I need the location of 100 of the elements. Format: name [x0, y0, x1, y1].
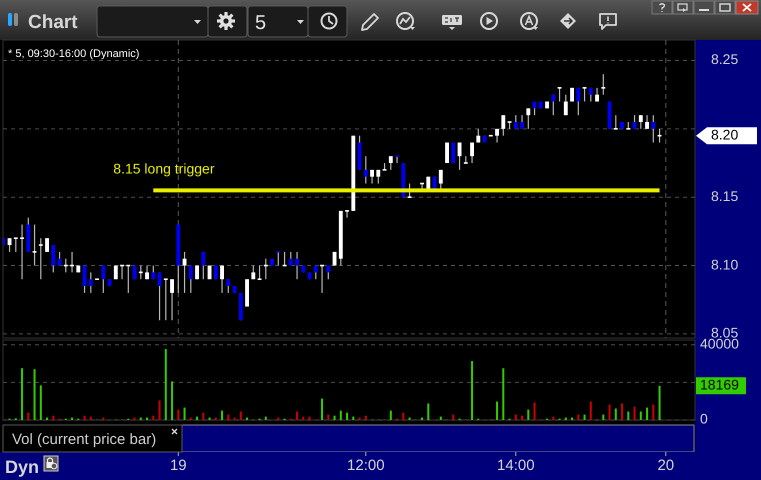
bar	[40, 385, 42, 420]
bar	[534, 402, 536, 420]
candlestick	[582, 87, 586, 102]
bar	[627, 412, 630, 420]
candlestick	[45, 238, 49, 252]
candlestick	[520, 114, 524, 130]
bar	[621, 403, 624, 420]
candlestick	[20, 224, 24, 280]
y-tick-label: 8.10	[711, 256, 738, 272]
x-tick-label: 20	[657, 456, 674, 474]
bar	[427, 403, 430, 420]
candlestick	[651, 114, 656, 144]
bar	[552, 416, 554, 420]
candlestick	[158, 272, 162, 321]
candlestick	[145, 264, 149, 280]
candlestick	[470, 142, 474, 164]
candlestick	[314, 264, 318, 280]
candlestick	[82, 264, 86, 294]
y-tick-label: 8.15	[711, 188, 738, 204]
bar	[640, 412, 642, 420]
bar	[308, 416, 311, 420]
bar	[177, 410, 180, 420]
candlestick	[170, 278, 174, 321]
bar	[390, 410, 392, 420]
bar	[440, 416, 442, 420]
bar	[602, 414, 604, 420]
candlestick	[120, 264, 124, 280]
x-tick-label: 19	[170, 456, 187, 474]
bar	[364, 416, 367, 420]
candlestick	[88, 272, 93, 294]
bar	[196, 416, 198, 420]
bar	[84, 416, 86, 420]
candlestick	[214, 264, 218, 280]
series-label: 8.15 long trigger	[113, 160, 215, 176]
bar	[34, 369, 36, 420]
candlestick	[632, 114, 636, 130]
candlestick	[114, 264, 118, 280]
bar	[184, 408, 186, 420]
bar	[152, 416, 154, 420]
candlestick	[70, 251, 74, 273]
candlestick	[282, 251, 286, 266]
bar	[27, 412, 30, 420]
candlestick	[38, 238, 43, 280]
y-tick-label: 0	[700, 410, 708, 427]
bar	[527, 410, 530, 420]
y-tick-label: 8.25	[711, 51, 738, 68]
bar	[52, 416, 54, 420]
bar	[346, 412, 348, 420]
bar	[164, 349, 167, 420]
candlestick	[458, 142, 462, 170]
candlestick	[208, 264, 212, 280]
candlestick	[476, 128, 480, 144]
bar	[614, 408, 617, 420]
bar	[334, 416, 336, 420]
bar	[340, 410, 342, 420]
bar	[496, 402, 498, 420]
bar	[502, 368, 504, 420]
bar	[221, 410, 224, 420]
text: 8.20	[711, 126, 738, 142]
candlestick	[532, 100, 536, 116]
candlestick	[638, 114, 643, 130]
bar	[90, 416, 92, 420]
bar	[264, 416, 267, 420]
bar	[590, 402, 592, 420]
candlestick	[408, 182, 412, 198]
bar	[577, 414, 580, 420]
candlestick	[195, 264, 199, 280]
candlestick	[464, 156, 468, 164]
candlestick	[514, 114, 518, 130]
candlestick	[501, 114, 506, 136]
candlestick	[220, 264, 224, 294]
text: 18169	[700, 376, 740, 393]
text: Chart	[28, 12, 78, 33]
bar	[584, 414, 586, 420]
candlestick	[288, 251, 293, 266]
bar	[227, 414, 230, 420]
bar	[352, 416, 354, 420]
candlestick	[58, 251, 62, 266]
bar	[21, 368, 24, 420]
x-tick-label: 12:00	[347, 456, 385, 474]
bar	[402, 412, 404, 420]
candlestick	[388, 156, 393, 170]
candlestick	[32, 224, 36, 266]
bar	[521, 416, 524, 420]
candlestick	[551, 94, 556, 116]
text: * 5, 09:30-16:00 (Dynamic)	[8, 48, 140, 60]
x-tick-label: 14:00	[497, 456, 535, 474]
bar	[646, 408, 648, 420]
bar	[514, 414, 517, 420]
candlestick	[8, 238, 12, 252]
bar	[296, 412, 298, 420]
bar	[658, 386, 661, 420]
bar	[171, 381, 174, 420]
candlestick	[132, 264, 136, 280]
text: Dyn	[5, 457, 40, 477]
candlestick	[320, 264, 324, 294]
candlestick	[658, 128, 662, 144]
bar	[240, 412, 242, 420]
bar	[321, 398, 324, 420]
candlestick	[51, 244, 56, 273]
